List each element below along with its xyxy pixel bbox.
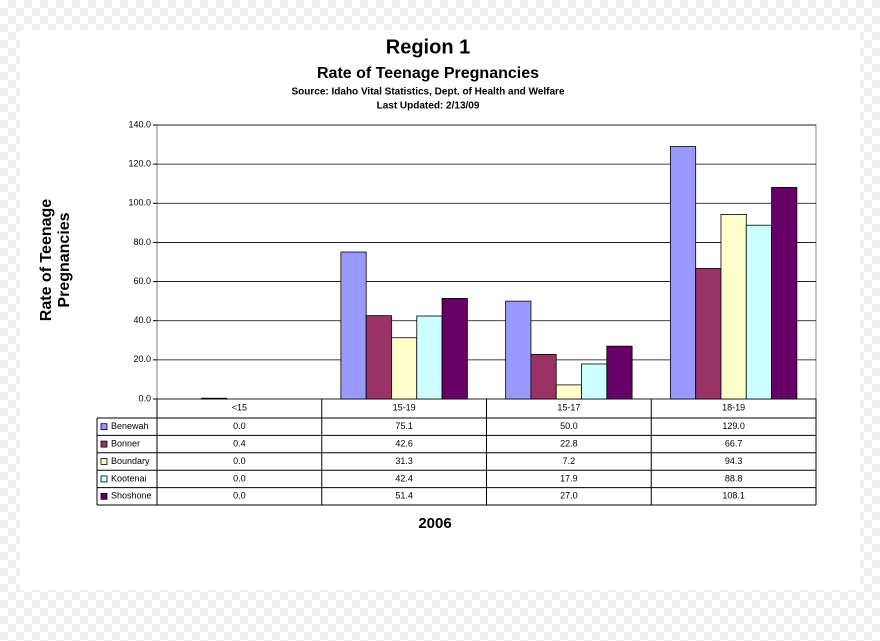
legend-label: Bonner <box>111 438 140 448</box>
chart-title: Region 1 <box>386 36 470 58</box>
y-tick-label: 0.0 <box>138 393 151 403</box>
x-tick-label: <15 <box>232 402 247 412</box>
bar <box>530 353 557 400</box>
y-tick-label: 120.0 <box>128 159 151 169</box>
bar <box>505 300 532 400</box>
y-tick-label: 100.0 <box>128 198 151 208</box>
table-value: 17.9 <box>560 473 578 483</box>
table-value: 51.4 <box>395 491 413 501</box>
y-tick-label: 40.0 <box>133 315 151 325</box>
table-value: 108.1 <box>722 491 745 501</box>
table-value: 0.0 <box>233 421 246 431</box>
table-value: 27.0 <box>560 491 578 501</box>
bar <box>441 298 468 400</box>
bar <box>391 337 418 400</box>
source-note: Source: Idaho Vital Statistics, Dept. of… <box>291 87 564 98</box>
table-value: 75.1 <box>395 421 413 431</box>
table-value: 0.0 <box>233 473 246 483</box>
table-value: 42.6 <box>395 438 413 448</box>
bar <box>365 315 392 400</box>
y-tick-label: 80.0 <box>133 237 151 247</box>
table-value: 94.3 <box>725 456 743 466</box>
legend-label: Benewah <box>111 421 149 431</box>
legend-label: Kootenai <box>111 473 147 483</box>
updated-note: Last Updated: 2/13/09 <box>377 101 480 112</box>
table-value: 42.4 <box>395 473 413 483</box>
legend-key <box>100 423 108 431</box>
bar <box>201 397 228 400</box>
bar <box>606 345 633 400</box>
table-value: 0.0 <box>233 491 246 501</box>
bar <box>669 146 697 400</box>
y-tick-label: 140.0 <box>128 119 151 129</box>
bar <box>771 187 798 400</box>
legend-key <box>100 458 108 465</box>
legend-key <box>100 475 108 483</box>
table-value: 129.0 <box>722 421 745 431</box>
bar <box>720 214 747 400</box>
bar <box>416 315 443 400</box>
table-value: 0.0 <box>233 456 246 466</box>
legend-label: Boundary <box>111 456 150 466</box>
chart-subtitle: Rate of Teenage Pregnancies <box>317 65 539 82</box>
table-value: 31.3 <box>395 456 413 466</box>
y-axis-title: Rate of Teenage Pregnancies <box>38 198 73 322</box>
bar <box>581 363 608 400</box>
table-value: 7.2 <box>563 456 576 466</box>
legend-label: Shoshone <box>111 491 152 501</box>
table-value: 88.8 <box>725 473 743 483</box>
y-tick-label: 20.0 <box>133 354 151 364</box>
table-value: 0.4 <box>233 438 246 448</box>
x-tick-label: 18-19 <box>722 402 745 412</box>
legend-key <box>100 492 108 500</box>
x-tick-label: 15-19 <box>393 402 416 412</box>
table-value: 22.8 <box>560 438 578 448</box>
x-axis-title: 2006 <box>418 515 451 532</box>
table-value: 50.0 <box>560 421 578 431</box>
x-tick-label: 15-17 <box>557 402 580 412</box>
bar <box>340 251 367 400</box>
bar <box>745 224 772 400</box>
bar <box>555 384 582 400</box>
bar <box>695 268 722 400</box>
table-value: 66.7 <box>725 438 743 448</box>
legend-key <box>100 440 108 448</box>
y-tick-label: 60.0 <box>133 276 151 286</box>
